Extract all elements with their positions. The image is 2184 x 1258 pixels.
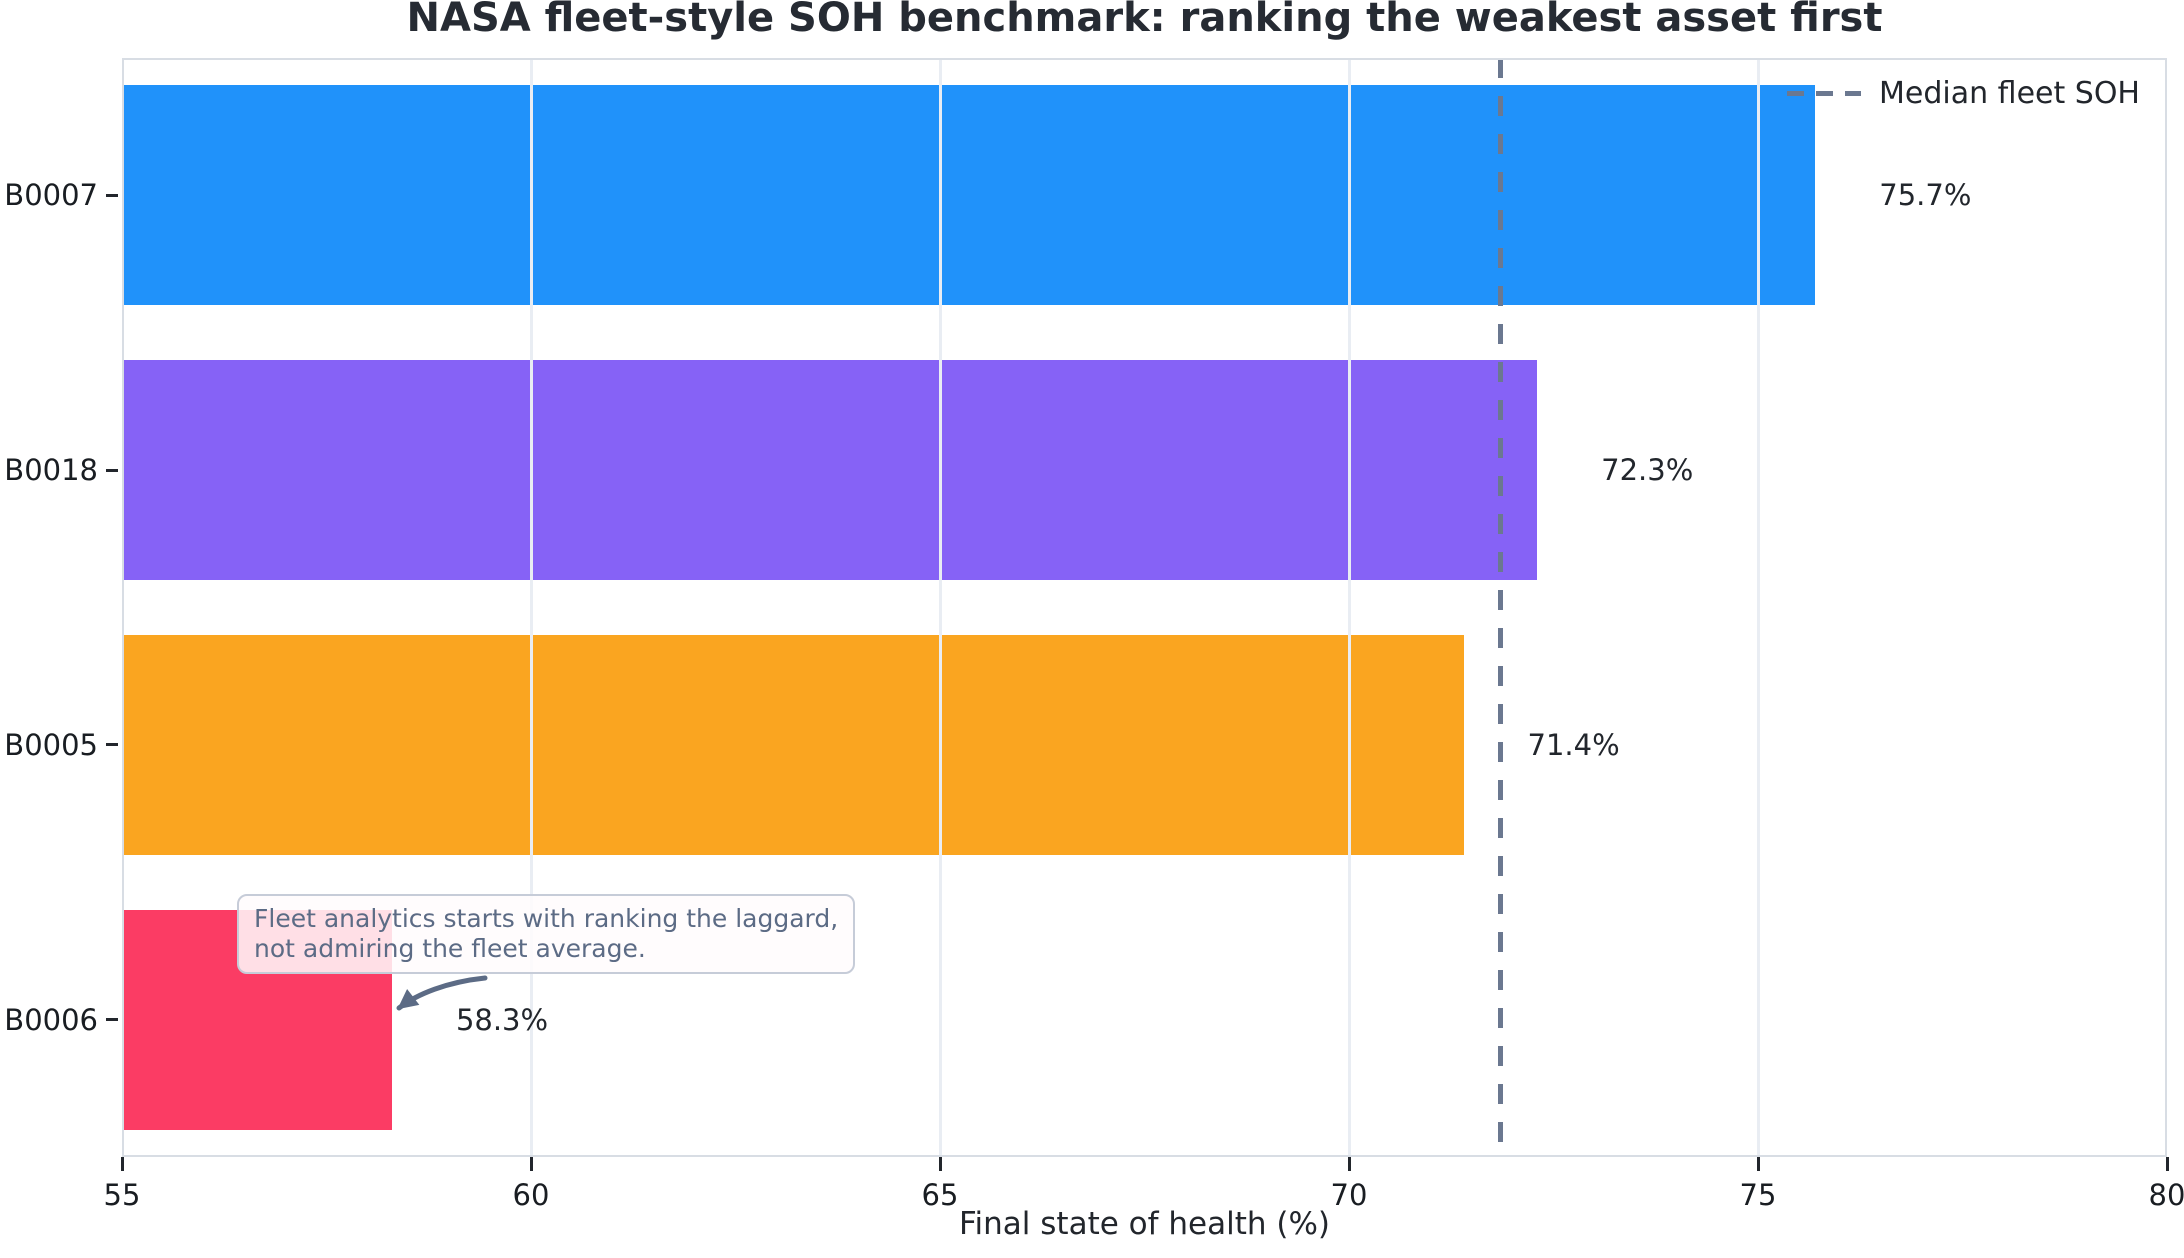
x-tick-label: 80: [2148, 1178, 2184, 1212]
gridline: [1756, 58, 1760, 1157]
x-axis-label: Final state of health (%): [958, 1206, 1331, 1242]
x-tick-label: 70: [1330, 1178, 1368, 1212]
x-tick-mark: [2165, 1157, 2169, 1171]
y-tick-label: B0007: [4, 178, 98, 213]
x-tick-mark: [938, 1157, 942, 1171]
gridline: [2165, 58, 2167, 1157]
y-tick-mark: [106, 1018, 118, 1022]
bar-B0007: [122, 85, 1816, 306]
y-tick-label: B0006: [4, 1002, 98, 1037]
x-tick-mark: [120, 1157, 124, 1171]
y-tick-mark: [106, 743, 118, 747]
bar-value-label: 58.3%: [455, 1002, 549, 1037]
bar-value-label: 75.7%: [1879, 178, 1972, 213]
bar-value-label: 71.4%: [1527, 727, 1620, 762]
y-tick-mark: [106, 193, 118, 197]
chart-title: NASA fleet-style SOH benchmark: ranking …: [406, 0, 1883, 41]
gridline: [122, 58, 124, 1157]
bar-B0018: [122, 360, 1538, 581]
y-tick-label: B0018: [4, 453, 98, 488]
bar-value-label: 72.3%: [1601, 453, 1694, 488]
bar-B0005: [122, 634, 1464, 855]
annotation-callout: Fleet analytics starts with ranking the …: [237, 894, 856, 974]
x-tick-label: 75: [1739, 1178, 1777, 1212]
x-tick-mark: [1756, 1157, 1760, 1171]
x-tick-label: 55: [103, 1178, 141, 1212]
x-tick-label: 65: [921, 1178, 959, 1212]
gridline: [938, 58, 942, 1157]
x-tick-mark: [1347, 1157, 1351, 1171]
legend: Median fleet SOH: [1787, 76, 2140, 111]
y-tick-mark: [106, 468, 118, 472]
dashed-line-icon: [1787, 91, 1862, 96]
legend-label: Median fleet SOH: [1879, 76, 2140, 111]
x-tick-mark: [529, 1157, 533, 1171]
annotation-arrow-icon: [396, 975, 488, 1011]
x-tick-label: 60: [512, 1178, 550, 1212]
y-tick-label: B0005: [4, 727, 98, 762]
median-fleet-soh-line: [1497, 58, 1503, 1157]
gridline: [529, 58, 533, 1157]
gridline: [1347, 58, 1351, 1157]
